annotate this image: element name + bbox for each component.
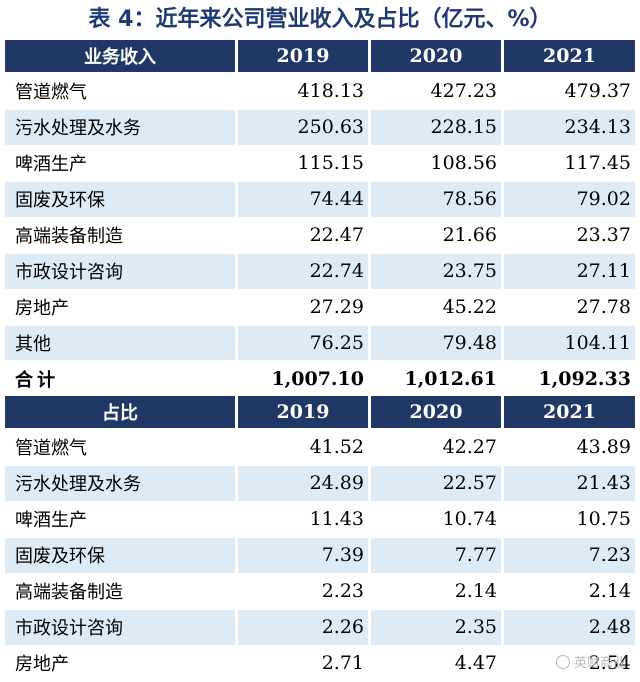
row-value: 24.89 — [238, 465, 368, 501]
revenue-total-row: 合计 1,007.10 1,012.61 1,092.33 — [5, 361, 635, 397]
year-header: 2021 — [504, 40, 635, 72]
row-value: 78.56 — [371, 181, 501, 217]
row-label: 其他 — [5, 325, 235, 361]
table-row: 市政设计咨询 22.74 23.75 27.11 — [5, 253, 635, 289]
total-value: 1,007.10 — [238, 361, 368, 397]
row-label: 房地产 — [5, 645, 235, 681]
table-row: 固废及环保 7.39 7.77 7.23 — [5, 537, 635, 573]
row-value: 45.22 — [371, 289, 501, 325]
row-value: 74.44 — [238, 181, 368, 217]
row-value: 22.47 — [238, 217, 368, 253]
row-value: 7.77 — [371, 537, 501, 573]
table-row: 房地产 2.71 4.47 2.54 — [5, 645, 635, 681]
row-value: 42.27 — [371, 430, 501, 465]
row-value: 7.23 — [504, 537, 635, 573]
revenue-table: 业务收入 2019 2020 2021 管道燃气 418.13 427.23 479.… — [5, 40, 635, 398]
year-header: 2019 — [238, 40, 368, 72]
watermark-logo-icon — [555, 654, 570, 669]
total-value: 1,012.61 — [371, 361, 501, 397]
row-value: 115.15 — [238, 145, 368, 181]
row-label: 污水处理及水务 — [5, 465, 235, 501]
row-label: 啤酒生产 — [5, 501, 235, 537]
row-value: 10.75 — [504, 501, 635, 537]
row-value: 27.11 — [504, 253, 635, 289]
row-value: 7.39 — [238, 537, 368, 573]
row-value: 27.29 — [238, 289, 368, 325]
year-header: 2021 — [504, 396, 635, 428]
row-value: 418.13 — [238, 74, 368, 109]
row-value: 21.66 — [371, 217, 501, 253]
row-label: 市政设计咨询 — [5, 609, 235, 645]
table-row: 管道燃气 418.13 427.23 479.37 — [5, 74, 635, 109]
share-table: 占比 2019 2020 2021 管道燃气 41.52 42.27 43.89 污水处… — [5, 396, 635, 682]
row-value: 2.54 — [504, 645, 635, 681]
row-value: 23.37 — [504, 217, 635, 253]
row-value: 76.25 — [238, 325, 368, 361]
table-row: 高端装备制造 22.47 21.66 23.37 — [5, 217, 635, 253]
row-value: 22.57 — [371, 465, 501, 501]
share-header-label: 占比 — [5, 396, 235, 428]
row-value: 228.15 — [371, 109, 501, 145]
row-value: 43.89 — [504, 430, 635, 465]
row-value: 104.11 — [504, 325, 635, 361]
row-value: 2.35 — [371, 609, 501, 645]
row-value: 2.26 — [238, 609, 368, 645]
row-label: 房地产 — [5, 289, 235, 325]
row-value: 79.02 — [504, 181, 635, 217]
row-value: 2.14 — [504, 573, 635, 609]
row-label: 污水处理及水务 — [5, 109, 235, 145]
table-row: 其他 76.25 79.48 104.11 — [5, 325, 635, 361]
row-label: 固废及环保 — [5, 537, 235, 573]
row-value: 79.48 — [371, 325, 501, 361]
row-value: 2.14 — [371, 573, 501, 609]
year-header: 2020 — [371, 396, 501, 428]
row-value: 11.43 — [238, 501, 368, 537]
table-row: 污水处理及水务 250.63 228.15 234.13 — [5, 109, 635, 145]
row-label: 高端装备制造 — [5, 217, 235, 253]
row-label: 固废及环保 — [5, 181, 235, 217]
row-value: 4.47 — [371, 645, 501, 681]
total-label: 合计 — [5, 361, 235, 397]
row-value: 23.75 — [371, 253, 501, 289]
row-value: 234.13 — [504, 109, 635, 145]
row-label: 管道燃气 — [5, 74, 235, 109]
row-value: 10.74 — [371, 501, 501, 537]
row-value: 21.43 — [504, 465, 635, 501]
table-row: 啤酒生产 115.15 108.56 117.45 — [5, 145, 635, 181]
share-header-row: 占比 2019 2020 2021 — [5, 396, 635, 428]
row-value: 250.63 — [238, 109, 368, 145]
table-row: 啤酒生产 11.43 10.74 10.75 — [5, 501, 635, 537]
row-value: 22.74 — [238, 253, 368, 289]
row-value: 427.23 — [371, 74, 501, 109]
row-label: 管道燃气 — [5, 430, 235, 465]
total-value: 1,092.33 — [504, 361, 635, 397]
year-header: 2020 — [371, 40, 501, 72]
revenue-header-row: 业务收入 2019 2020 2021 — [5, 40, 635, 72]
watermark: 英财商业 — [555, 652, 626, 671]
row-value: 479.37 — [504, 74, 635, 109]
table-row: 管道燃气 41.52 42.27 43.89 — [5, 430, 635, 465]
table-row: 市政设计咨询 2.26 2.35 2.48 — [5, 609, 635, 645]
watermark-text: 英财商业 — [573, 656, 626, 671]
row-value: 108.56 — [371, 145, 501, 181]
year-header: 2019 — [238, 396, 368, 428]
row-label: 啤酒生产 — [5, 145, 235, 181]
revenue-header-label: 业务收入 — [5, 40, 235, 72]
row-value: 2.23 — [238, 573, 368, 609]
table-row: 固废及环保 74.44 78.56 79.02 — [5, 181, 635, 217]
row-value: 2.48 — [504, 609, 635, 645]
row-value: 2.71 — [238, 645, 368, 681]
row-value: 117.45 — [504, 145, 635, 181]
row-value: 41.52 — [238, 430, 368, 465]
table-row: 房地产 27.29 45.22 27.78 — [5, 289, 635, 325]
row-label: 高端装备制造 — [5, 573, 235, 609]
row-label: 市政设计咨询 — [5, 253, 235, 289]
table-row: 污水处理及水务 24.89 22.57 21.43 — [5, 465, 635, 501]
row-value: 27.78 — [504, 289, 635, 325]
table-row: 高端装备制造 2.23 2.14 2.14 — [5, 573, 635, 609]
table-title: 表 4：近年来公司营业收入及占比（亿元、%） — [88, 7, 552, 32]
